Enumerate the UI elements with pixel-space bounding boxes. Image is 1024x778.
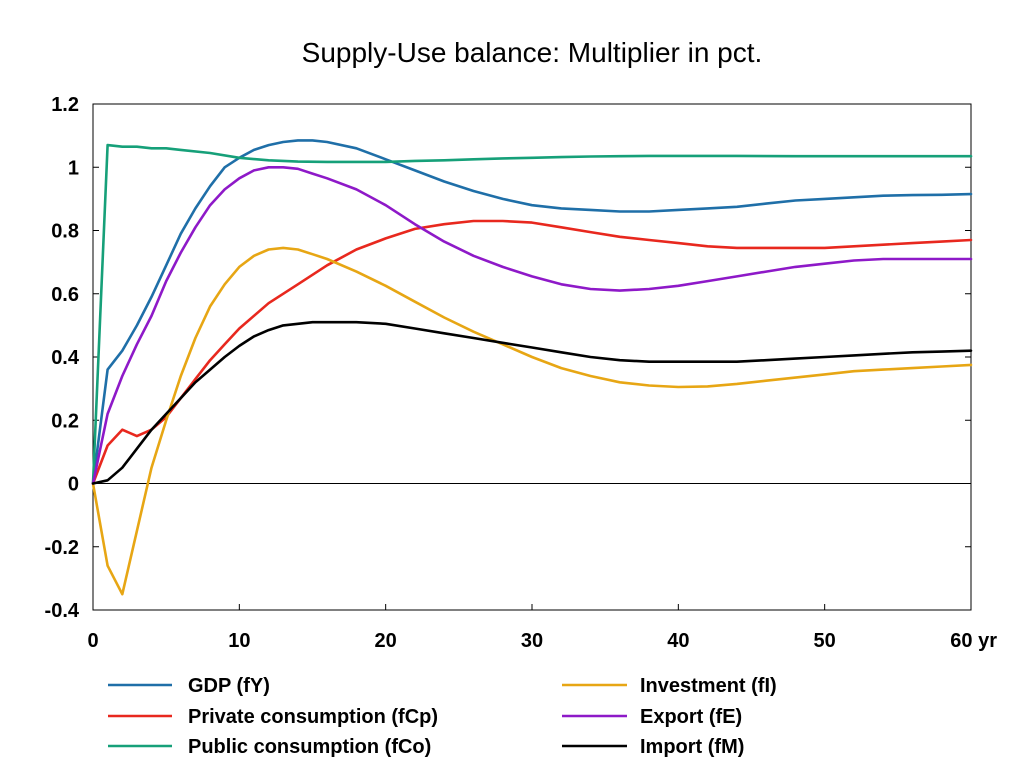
y-tick-label: 0.4 — [51, 347, 80, 369]
y-tick-label: 0.2 — [51, 410, 79, 432]
chart-title: Supply-Use balance: Multiplier in pct. — [302, 37, 763, 68]
x-tick-label: 40 — [667, 630, 689, 652]
series-line-3 — [91, 246, 973, 596]
series-line-5 — [91, 320, 973, 485]
y-tick-label: -0.4 — [45, 600, 80, 622]
y-tick-label: -0.2 — [45, 537, 79, 559]
x-tick-label: 30 — [521, 630, 543, 652]
legend-label-1: Private consumption (fCp) — [188, 706, 438, 728]
y-tick-label: 0 — [68, 474, 79, 496]
x-tick-label: 20 — [375, 630, 397, 652]
x-tick-label: 60 yr — [950, 630, 997, 652]
legend-label-0: GDP (fY) — [188, 675, 270, 697]
legend-label-2: Public consumption (fCo) — [188, 736, 431, 758]
legend-label-3: Investment (fI) — [640, 675, 777, 697]
series-layer — [91, 139, 973, 596]
y-tick-label: 0.8 — [51, 221, 79, 243]
series-line-4 — [91, 166, 973, 485]
legend-label-4: Export (fE) — [640, 706, 742, 728]
y-tick-label: 1 — [68, 157, 79, 179]
x-tick-label: 50 — [814, 630, 836, 652]
axes-layer: -0.4 -0.2 0 0.2 0.4 0.6 0.8 1 1.2 0 10 20 30 40 50 60 y… — [45, 94, 998, 652]
series-line-2 — [91, 143, 973, 485]
legend-label-5: Import (fM) — [640, 736, 744, 758]
x-tick-label: 10 — [228, 630, 250, 652]
series-line-0 — [91, 139, 973, 485]
series-line-1 — [91, 219, 973, 485]
y-tick-label: 1.2 — [51, 94, 79, 116]
x-tick-label: 0 — [87, 630, 98, 652]
legend: GDP (fY) Private consumption (fCp) Public … — [108, 675, 777, 758]
y-tick-label: 0.6 — [51, 284, 79, 306]
